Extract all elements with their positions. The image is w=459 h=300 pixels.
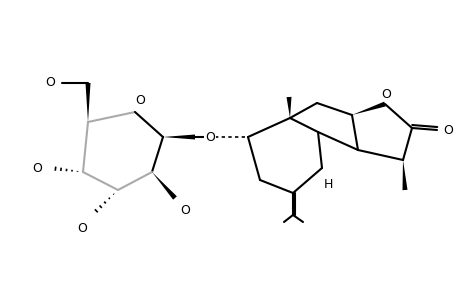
Text: O: O (135, 94, 145, 106)
Text: O: O (442, 124, 452, 136)
Text: O: O (32, 161, 42, 175)
Text: O: O (380, 88, 390, 100)
Text: O: O (77, 221, 87, 235)
Text: O: O (45, 76, 55, 88)
Polygon shape (151, 172, 177, 200)
Polygon shape (351, 102, 385, 115)
Text: O: O (205, 130, 214, 143)
Polygon shape (402, 160, 407, 190)
Text: H: H (323, 178, 332, 190)
Text: O: O (179, 203, 190, 217)
Polygon shape (286, 97, 291, 118)
Polygon shape (162, 134, 195, 140)
Polygon shape (85, 83, 90, 122)
